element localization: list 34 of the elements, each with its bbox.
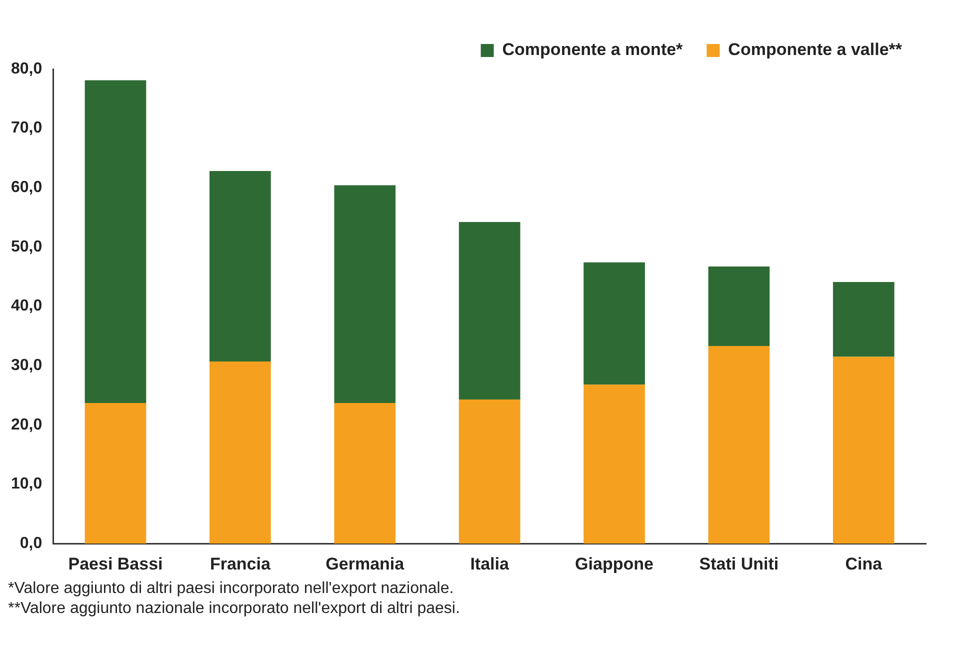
bar [210,361,271,544]
x-tick-label: Cina [845,554,883,574]
y-tick-label: 30,0 [11,357,42,374]
x-tick-label: Giappone [575,554,654,574]
bar [334,403,396,544]
y-tick-label: 40,0 [11,298,42,315]
legend-label: Componente a valle** [728,40,902,60]
x-tick-label: Stati Uniti [699,554,779,574]
y-tick-label: 80,0 [11,60,42,78]
x-tick-label: Paesi Bassi [68,554,163,574]
x-tick-label: Italia [470,554,510,574]
x-tick-label: Germania [326,554,405,574]
text: **Valore aggiunto nazionale incorporato nell'export di altri paesi. [8,600,461,618]
x-tick-label: Francia [210,554,271,574]
bar [708,266,770,346]
bar [584,262,645,385]
bar [584,384,645,544]
y-tick-label: 70,0 [11,120,42,137]
bar [832,282,894,357]
bar [708,346,770,544]
bar [210,171,271,362]
y-tick-label: 60,0 [11,179,42,196]
bar [84,403,146,544]
bar [458,222,520,400]
y-tick-label: 20,0 [11,416,42,434]
y-tick-label: 10,0 [11,476,42,493]
text: *Valore aggiunto di altri paesi incorporato nell'export nazionale. [8,580,455,598]
y-tick-label: 50,0 [11,238,42,256]
bar [458,399,520,544]
legend-label: Componente a monte* [502,40,684,60]
bar [84,80,146,403]
y-tick-label: 0,0 [20,535,42,552]
bar [832,356,894,544]
bar [334,185,396,403]
